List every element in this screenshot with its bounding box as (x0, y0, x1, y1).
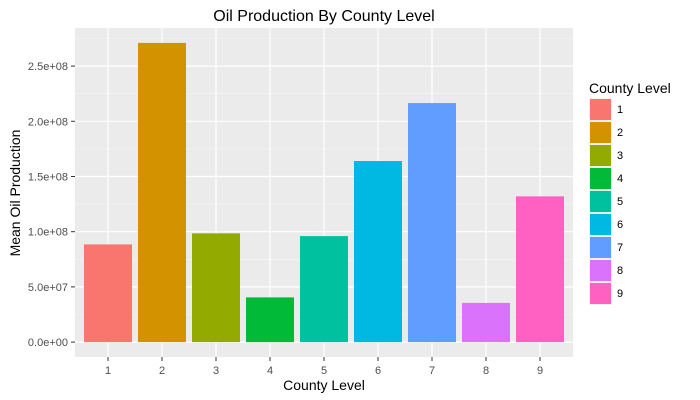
bar-county-level-1 (84, 244, 132, 343)
legend-swatch (590, 191, 611, 212)
x-tick-label: 4 (267, 365, 273, 377)
legend-label: 6 (617, 219, 623, 231)
legend-title: County Level (589, 80, 671, 96)
x-axis-label: County Level (283, 377, 365, 393)
legend-swatch (590, 283, 611, 304)
bar-county-level-7 (408, 103, 456, 343)
bar-county-level-3 (192, 233, 240, 343)
legend-swatch (590, 145, 611, 166)
bar-county-level-4 (246, 297, 294, 343)
bar-county-level-9 (516, 196, 564, 343)
x-tick-label: 6 (375, 365, 381, 377)
legend-label: 5 (617, 196, 623, 208)
y-tick-label: 5.0e+07 (28, 282, 68, 294)
legend-swatch (590, 237, 611, 258)
chart-title: Oil Production By County Level (213, 8, 434, 25)
bar-county-level-8 (462, 302, 510, 343)
y-tick-label: 2.5e+08 (28, 61, 68, 73)
x-tick-label: 2 (159, 365, 165, 377)
bar-county-level-2 (138, 42, 186, 343)
y-tick-label: 2.0e+08 (28, 116, 68, 128)
bars (84, 42, 564, 343)
legend-swatch (590, 214, 611, 235)
x-tick-label: 5 (321, 365, 327, 377)
y-axis: 0.0e+00 5.0e+07 1.0e+08 1.5e+08 2.0e+08 2.5e+… (28, 61, 75, 349)
legend-label: 2 (617, 127, 623, 139)
y-tick-label: 0.0e+00 (28, 337, 68, 349)
y-tick-label: 1.5e+08 (28, 171, 68, 183)
legend-label: 9 (617, 288, 623, 300)
y-tick-label: 1.0e+08 (28, 227, 68, 239)
legend-label: 1 (617, 104, 623, 116)
legend: County Level 1 2 3 4 5 6 7 8 9 (589, 80, 671, 305)
x-axis: 1 2 3 4 5 6 7 8 9 (105, 357, 543, 377)
x-tick-label: 3 (213, 365, 219, 377)
legend-swatch (590, 122, 611, 143)
legend-swatch (590, 260, 611, 281)
legend-label: 4 (617, 173, 623, 185)
legend-label: 8 (617, 265, 623, 277)
x-tick-label: 7 (429, 365, 435, 377)
x-tick-label: 8 (483, 365, 489, 377)
x-tick-label: 9 (537, 365, 543, 377)
legend-label: 3 (617, 150, 623, 162)
bar-county-level-5 (300, 236, 348, 343)
y-axis-label: Mean Oil Production (7, 130, 23, 257)
bar-county-level-6 (354, 161, 402, 343)
x-tick-label: 1 (105, 365, 111, 377)
legend-label: 7 (617, 242, 623, 254)
legend-swatch (590, 168, 611, 189)
legend-swatch (590, 99, 611, 120)
legend-items: 1 2 3 4 5 6 7 8 9 (589, 98, 623, 305)
